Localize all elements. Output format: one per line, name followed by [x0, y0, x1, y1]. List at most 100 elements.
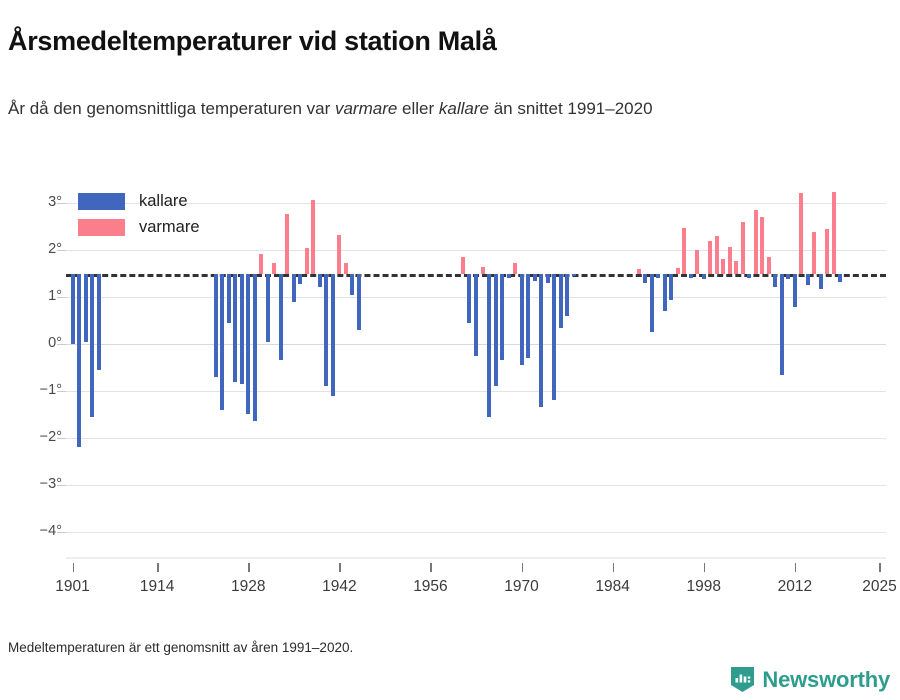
bar-1926[interactable] — [233, 273, 238, 382]
bar-1999[interactable] — [708, 240, 713, 274]
y-axis-label: 3° — [48, 194, 62, 211]
bar-2001[interactable] — [721, 258, 726, 274]
bar-1930[interactable] — [259, 253, 264, 274]
bar-1943[interactable] — [343, 262, 348, 274]
bar-1942[interactable] — [337, 235, 342, 274]
bar-2004[interactable] — [740, 222, 745, 274]
bar-1928[interactable] — [246, 273, 251, 415]
legend-item-kallare[interactable]: kallare — [78, 188, 200, 214]
bar-1962[interactable] — [467, 273, 472, 323]
bar-2002[interactable] — [727, 246, 732, 274]
bar-2010[interactable] — [779, 273, 784, 375]
gridline — [66, 437, 886, 439]
bar-2016[interactable] — [818, 273, 823, 289]
bar-1923[interactable] — [213, 273, 218, 377]
y-axis-label: −1° — [39, 381, 62, 398]
bar-1902[interactable] — [77, 273, 82, 448]
bar-1925[interactable] — [226, 273, 231, 323]
chart-legend: kallare varmare — [78, 188, 200, 240]
gridline — [66, 484, 886, 486]
bar-1996[interactable] — [688, 273, 693, 278]
bar-1964[interactable] — [480, 266, 485, 274]
bar-1963[interactable] — [474, 273, 478, 356]
gridline — [66, 390, 886, 392]
bar-2003[interactable] — [734, 260, 739, 274]
bar-2018[interactable] — [831, 191, 836, 274]
x-axis-tick — [612, 563, 615, 572]
bar-2012[interactable] — [792, 273, 797, 307]
bar-1932[interactable] — [272, 263, 277, 274]
bar-1993[interactable] — [669, 273, 674, 300]
bar-2005[interactable] — [747, 273, 752, 278]
bar-1972[interactable] — [532, 273, 537, 281]
bar-1901[interactable] — [70, 273, 75, 345]
bar-1937[interactable] — [304, 247, 309, 274]
bar-2013[interactable] — [799, 193, 804, 274]
bar-1995[interactable] — [682, 228, 687, 274]
bar-1992[interactable] — [662, 273, 667, 312]
bar-1994[interactable] — [675, 268, 680, 274]
x-axis-tick — [703, 563, 706, 572]
bar-1977[interactable] — [565, 273, 570, 316]
bar-1976[interactable] — [558, 273, 563, 328]
bar-2015[interactable] — [812, 231, 817, 274]
y-axis-tick — [57, 203, 66, 205]
bar-1975[interactable] — [552, 273, 557, 401]
bar-1997[interactable] — [695, 250, 700, 274]
bar-1938[interactable] — [311, 199, 316, 274]
bar-1927[interactable] — [239, 273, 244, 384]
bar-1970[interactable] — [519, 273, 524, 366]
subtitle-text-3: än snittet 1991–2020 — [489, 99, 653, 118]
bar-1945[interactable] — [356, 273, 361, 330]
bar-1966[interactable] — [493, 273, 498, 387]
bar-1941[interactable] — [330, 273, 335, 396]
gridline — [66, 203, 886, 205]
legend-item-varmare[interactable]: varmare — [78, 214, 200, 240]
bar-1988[interactable] — [636, 269, 641, 274]
bar-1967[interactable] — [500, 273, 505, 361]
brand-logo[interactable]: Newsworthy — [730, 666, 890, 693]
bar-1933[interactable] — [278, 273, 283, 361]
x-axis-label: 1928 — [230, 578, 266, 595]
bar-1924[interactable] — [220, 273, 225, 410]
bar-2006[interactable] — [753, 210, 758, 274]
bar-2009[interactable] — [773, 273, 778, 287]
bar-1969[interactable] — [513, 263, 518, 274]
bar-1998[interactable] — [701, 273, 706, 280]
bar-1931[interactable] — [265, 273, 270, 342]
bar-1939[interactable] — [317, 273, 322, 287]
chart-area: 3° 2° 1° 0° −1° −2° −3° −4° — [0, 180, 900, 580]
bar-1940[interactable] — [324, 273, 329, 387]
bar-1978[interactable] — [571, 273, 576, 277]
bar-1903[interactable] — [83, 273, 88, 342]
legend-label-varmare: varmare — [139, 217, 200, 236]
bar-1974[interactable] — [545, 273, 550, 284]
bar-1989[interactable] — [643, 273, 648, 284]
bar-1991[interactable] — [656, 273, 661, 278]
bar-2014[interactable] — [805, 273, 810, 286]
x-axis-label: 2025 — [862, 578, 897, 595]
bar-1965[interactable] — [487, 273, 492, 417]
bar-2008[interactable] — [766, 257, 771, 274]
bar-2017[interactable] — [825, 229, 830, 274]
bar-1936[interactable] — [298, 273, 303, 285]
bar-1929[interactable] — [252, 273, 257, 422]
bar-1904[interactable] — [90, 273, 95, 417]
bar-1944[interactable] — [350, 273, 355, 295]
bar-2019[interactable] — [838, 273, 843, 283]
bar-2011[interactable] — [786, 273, 791, 280]
bar-1973[interactable] — [539, 273, 544, 408]
bar-1934[interactable] — [285, 213, 290, 274]
bar-1961[interactable] — [460, 257, 465, 274]
bar-1968[interactable] — [506, 273, 511, 278]
chart-note: Medeltemperaturen är ett genomsnitt av å… — [8, 640, 354, 655]
bar-2007[interactable] — [760, 216, 765, 274]
bar-1905[interactable] — [96, 273, 101, 370]
bar-1971[interactable] — [526, 273, 531, 359]
x-axis-tick — [72, 563, 74, 572]
bar-1990[interactable] — [649, 273, 654, 333]
x-axis-tick — [794, 563, 797, 572]
x-axis-label: 1970 — [504, 578, 539, 595]
bar-2000[interactable] — [714, 236, 719, 274]
bar-1935[interactable] — [291, 273, 296, 302]
